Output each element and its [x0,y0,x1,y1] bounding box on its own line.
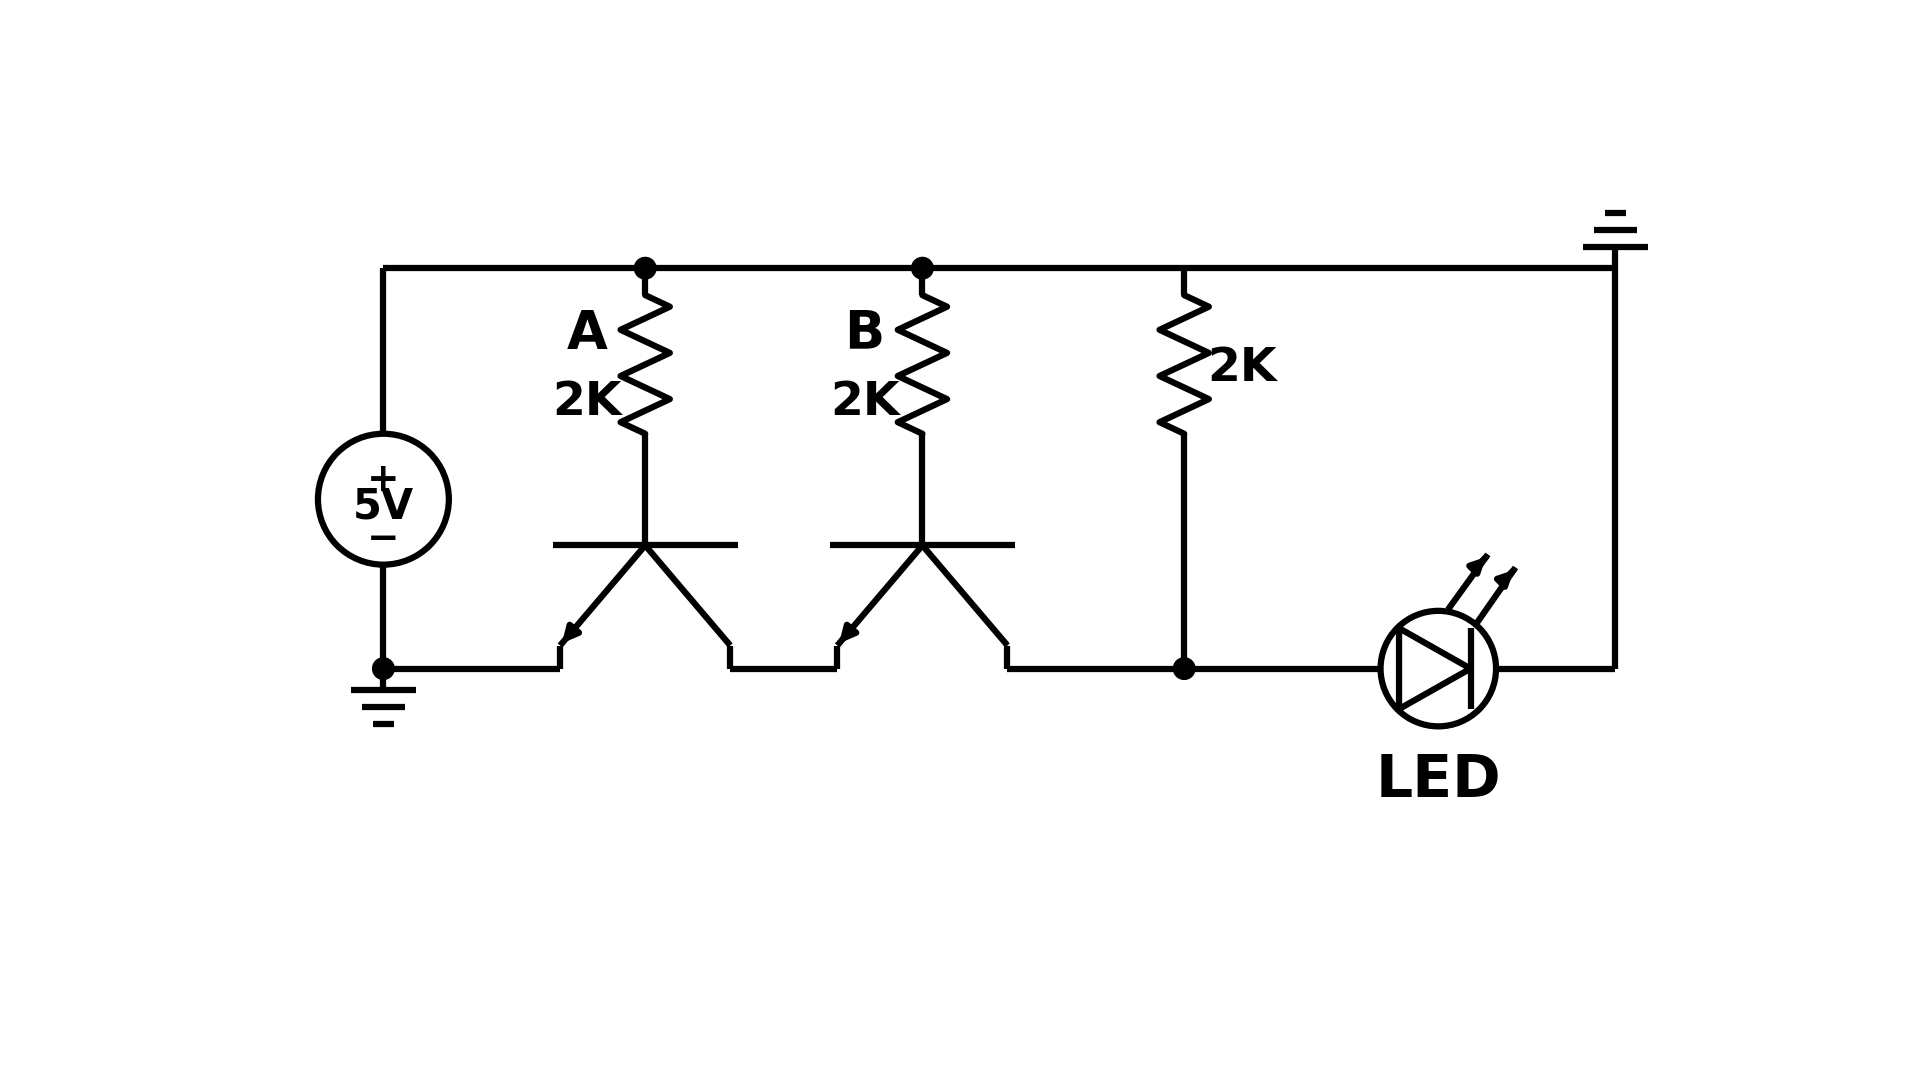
Circle shape [372,658,394,679]
Text: A: A [566,308,609,360]
Text: 5V: 5V [353,486,415,528]
Circle shape [912,257,933,279]
Text: 2K: 2K [829,380,899,426]
Circle shape [1173,658,1194,679]
Text: +: + [367,461,399,499]
Text: 2K: 2K [1208,346,1277,391]
Text: −: − [367,521,399,558]
Text: B: B [845,308,885,360]
Circle shape [634,257,657,279]
Text: LED: LED [1375,752,1501,809]
Text: 2K: 2K [553,380,622,426]
